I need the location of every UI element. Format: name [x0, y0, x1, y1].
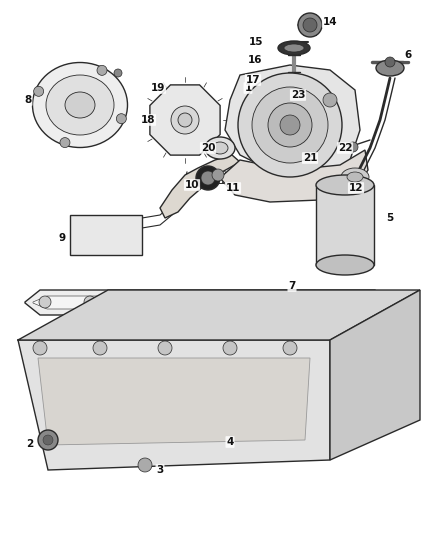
Text: 17: 17	[246, 75, 260, 85]
Ellipse shape	[347, 172, 363, 182]
Circle shape	[117, 114, 126, 124]
Ellipse shape	[284, 44, 304, 52]
Circle shape	[283, 341, 297, 355]
Circle shape	[38, 430, 58, 450]
Polygon shape	[225, 65, 360, 178]
Circle shape	[114, 69, 122, 77]
Text: 6: 6	[404, 50, 412, 60]
Text: 10: 10	[185, 180, 199, 190]
Circle shape	[199, 296, 211, 308]
Circle shape	[60, 138, 70, 148]
Text: 1: 1	[244, 83, 251, 93]
Circle shape	[298, 13, 322, 37]
Text: 11: 11	[226, 183, 240, 193]
Circle shape	[158, 341, 172, 355]
Polygon shape	[33, 296, 382, 309]
Text: 19: 19	[151, 83, 165, 93]
Ellipse shape	[65, 92, 95, 118]
Circle shape	[280, 115, 300, 135]
Circle shape	[93, 341, 107, 355]
Circle shape	[252, 87, 328, 163]
Polygon shape	[160, 155, 240, 218]
Text: 7: 7	[288, 281, 296, 291]
Polygon shape	[18, 290, 420, 340]
Text: 21: 21	[303, 153, 317, 163]
Circle shape	[268, 103, 312, 147]
Text: 8: 8	[25, 95, 32, 105]
Text: 5: 5	[386, 213, 394, 223]
Text: 4: 4	[226, 437, 234, 447]
Ellipse shape	[316, 175, 374, 195]
Polygon shape	[25, 290, 390, 315]
Text: 22: 22	[338, 143, 352, 153]
Circle shape	[323, 93, 337, 107]
Text: 16: 16	[248, 55, 262, 65]
Circle shape	[43, 435, 53, 445]
Ellipse shape	[205, 137, 235, 159]
Polygon shape	[70, 215, 142, 255]
Ellipse shape	[316, 255, 374, 275]
Circle shape	[138, 458, 152, 472]
Circle shape	[212, 169, 224, 181]
Polygon shape	[38, 358, 310, 445]
Circle shape	[84, 296, 96, 308]
Circle shape	[33, 341, 47, 355]
Circle shape	[139, 296, 151, 308]
Circle shape	[196, 166, 220, 190]
Text: 18: 18	[141, 115, 155, 125]
Polygon shape	[18, 340, 330, 470]
Text: 3: 3	[156, 465, 164, 475]
Circle shape	[238, 73, 342, 177]
Text: 15: 15	[249, 37, 263, 47]
Ellipse shape	[171, 106, 199, 134]
Text: 20: 20	[201, 143, 215, 153]
Text: 23: 23	[291, 90, 305, 100]
Ellipse shape	[212, 142, 228, 154]
Circle shape	[223, 341, 237, 355]
Ellipse shape	[46, 75, 114, 135]
Circle shape	[254, 296, 266, 308]
Circle shape	[348, 142, 358, 152]
Circle shape	[39, 296, 51, 308]
Circle shape	[374, 296, 386, 308]
Circle shape	[97, 66, 107, 75]
Circle shape	[309, 296, 321, 308]
Circle shape	[34, 86, 44, 96]
Ellipse shape	[32, 62, 127, 148]
Text: 2: 2	[26, 439, 34, 449]
Polygon shape	[316, 185, 374, 265]
Circle shape	[352, 296, 364, 308]
Circle shape	[201, 171, 215, 185]
Ellipse shape	[376, 60, 404, 76]
Circle shape	[303, 18, 317, 32]
Ellipse shape	[178, 113, 192, 127]
Polygon shape	[330, 290, 420, 460]
Ellipse shape	[341, 168, 369, 186]
Ellipse shape	[278, 41, 310, 55]
Polygon shape	[220, 150, 368, 202]
Text: 14: 14	[323, 17, 337, 27]
Text: 9: 9	[58, 233, 66, 243]
Polygon shape	[150, 85, 220, 155]
Circle shape	[385, 57, 395, 67]
Text: 12: 12	[349, 183, 363, 193]
